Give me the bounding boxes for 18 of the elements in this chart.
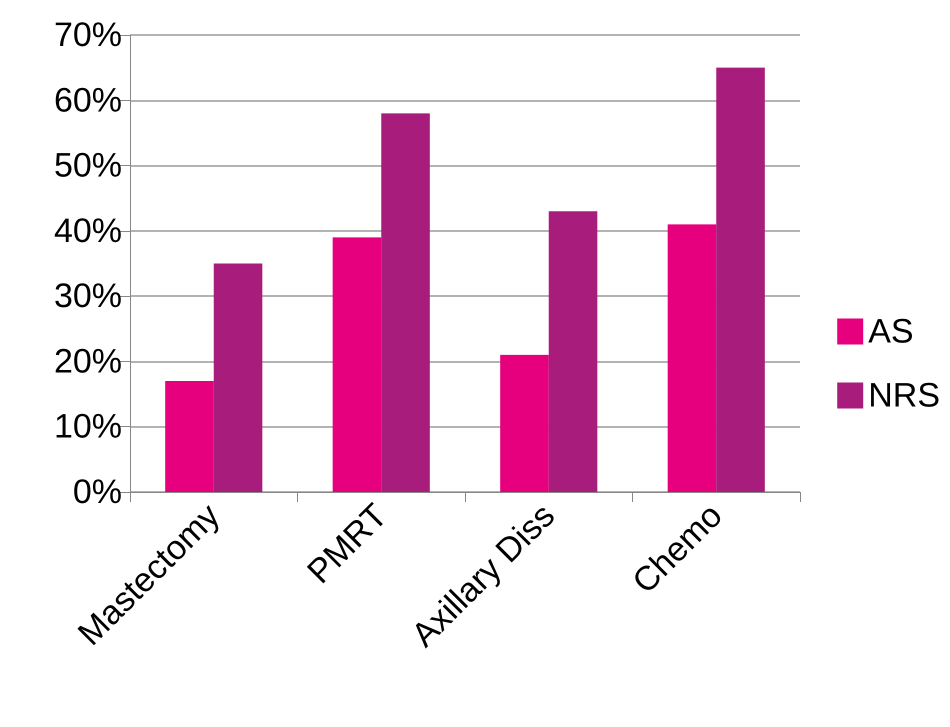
y-tick-label: 40% xyxy=(54,212,122,250)
bar xyxy=(381,113,430,492)
bar xyxy=(716,68,765,492)
y-tick-label: 50% xyxy=(54,146,122,185)
y-tick-label: 10% xyxy=(54,408,122,446)
legend-label: NRS xyxy=(868,376,940,414)
legend-label: AS xyxy=(868,312,914,350)
bar xyxy=(500,354,549,492)
y-tick-label: 70% xyxy=(54,16,122,54)
y-tick-label: 30% xyxy=(54,277,122,316)
y-tick-label: 0% xyxy=(72,473,122,511)
y-tick-label: 60% xyxy=(54,81,122,120)
bar xyxy=(332,237,382,492)
y-tick-label: 20% xyxy=(54,342,122,380)
bar xyxy=(214,264,262,492)
bar xyxy=(548,211,598,492)
bar xyxy=(165,381,214,492)
bar xyxy=(668,224,716,492)
